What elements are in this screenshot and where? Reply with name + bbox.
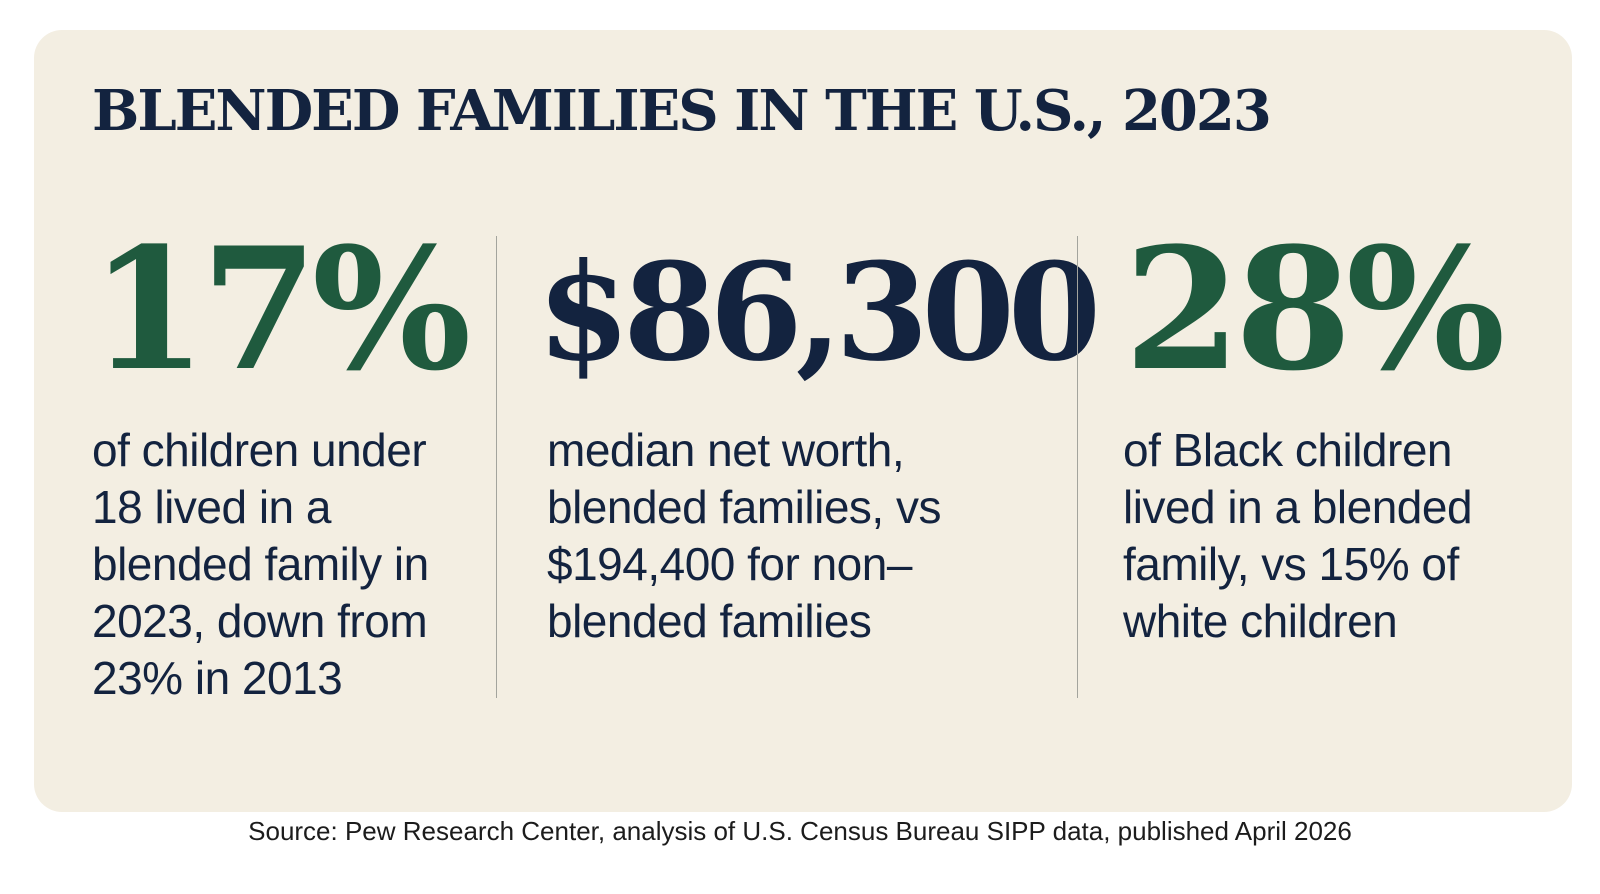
infographic-card: BLENDED FAMILIES IN THE U.S., 2023 17% o… [34,30,1572,812]
stat-value: 28% [1124,210,1505,408]
stat-description: of children under 18 lived in a blended … [92,424,429,704]
column-divider [496,236,497,698]
source-note: Source: Pew Research Center, analysis of… [248,816,1352,846]
stat-value: $86,300 [537,233,1101,391]
column-divider [1077,236,1078,698]
stat-value: 17% [90,210,471,408]
stat-description: of Black children lived in a blended fam… [1123,424,1473,647]
stat-description: median net worth, blended families, vs $… [547,424,941,647]
infographic-title: BLENDED FAMILIES IN THE U.S., 2023 [92,78,1272,144]
